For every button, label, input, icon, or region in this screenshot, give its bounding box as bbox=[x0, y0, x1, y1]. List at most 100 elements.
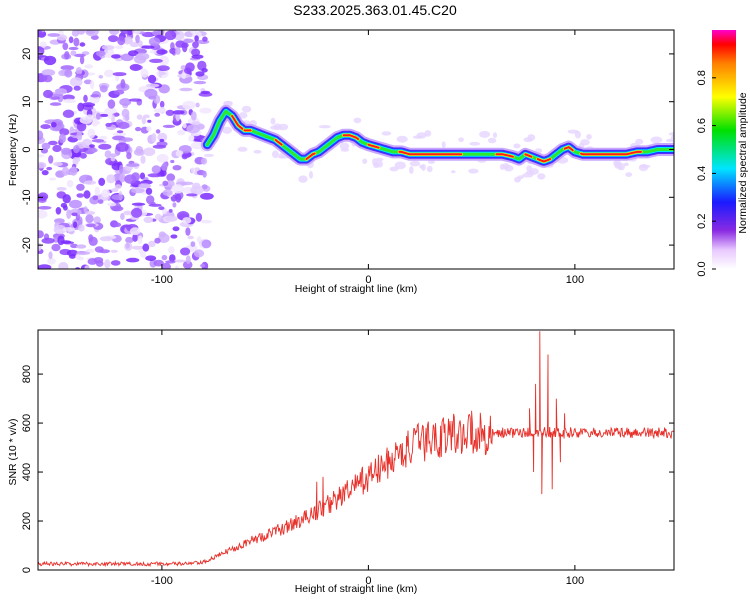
noise-blob bbox=[145, 187, 153, 195]
noise-blob bbox=[115, 142, 129, 152]
noise-blob bbox=[193, 80, 207, 85]
x-tick-label: 100 bbox=[566, 274, 584, 286]
noise-blob bbox=[182, 260, 193, 269]
noise-blob bbox=[157, 132, 168, 142]
noise-blob bbox=[162, 124, 175, 128]
noise-blob bbox=[181, 181, 194, 186]
noise-blob bbox=[166, 180, 175, 188]
noise-blob bbox=[135, 146, 144, 154]
noise-blob bbox=[175, 150, 184, 157]
noise-blob bbox=[175, 265, 179, 269]
noise-blob bbox=[172, 165, 182, 171]
noise-blob bbox=[41, 69, 56, 77]
noise-blob bbox=[172, 202, 177, 208]
noise-blob bbox=[47, 257, 56, 265]
noise-blob bbox=[53, 224, 67, 235]
noise-blob bbox=[135, 52, 150, 61]
noise-blob bbox=[200, 192, 214, 200]
noise-blob bbox=[61, 147, 72, 155]
noise-blob bbox=[179, 87, 193, 92]
noise-blob bbox=[79, 116, 93, 124]
halo-blob bbox=[567, 129, 579, 134]
halo-blob bbox=[396, 135, 408, 143]
noise-blob bbox=[129, 227, 141, 236]
halo-blob bbox=[469, 141, 481, 146]
noise-blob bbox=[41, 142, 51, 150]
halo-blob bbox=[668, 132, 674, 136]
colorbar-tick-label: 0.0 bbox=[696, 261, 708, 276]
noise-blob bbox=[117, 35, 126, 46]
noise-blob bbox=[49, 102, 62, 106]
noise-blob bbox=[120, 213, 125, 220]
halo-blob bbox=[394, 161, 406, 170]
colorbar-gradient bbox=[712, 30, 736, 269]
noise-blob bbox=[153, 108, 167, 113]
noise-blob bbox=[196, 236, 202, 243]
snr-x-ticks: -100 0 100 bbox=[151, 330, 584, 587]
spectrogram-y-label: Frequency (Hz) bbox=[7, 114, 19, 186]
x-tick-label: -100 bbox=[151, 274, 173, 286]
ridge-hot-red bbox=[563, 145, 574, 152]
colorbar-tick-label: 0.4 bbox=[696, 166, 708, 181]
noise-blob bbox=[129, 63, 142, 72]
noise-blob bbox=[156, 69, 169, 79]
noise-blob bbox=[148, 37, 161, 46]
noise-blob bbox=[149, 58, 163, 64]
noise-blob bbox=[106, 174, 116, 184]
x-tick-label: 0 bbox=[365, 575, 371, 587]
noise-blob bbox=[125, 236, 134, 244]
noise-blob bbox=[79, 42, 86, 47]
halo-blob bbox=[353, 117, 362, 124]
colorbar-label: Normalized spectral amplitude bbox=[737, 92, 749, 233]
noise-blob bbox=[171, 184, 185, 194]
y-tick-label: 20 bbox=[21, 48, 33, 60]
halo-blob bbox=[625, 172, 633, 178]
noise-blob bbox=[110, 155, 116, 162]
noise-blob bbox=[188, 135, 195, 142]
noise-blob bbox=[98, 143, 112, 150]
noise-blob bbox=[145, 255, 157, 261]
snr-frame bbox=[37, 329, 675, 571]
noise-blob bbox=[38, 242, 42, 251]
spectrogram-x-label: Height of straight line (km) bbox=[295, 283, 418, 295]
noise-blob bbox=[111, 54, 121, 59]
noise-blob bbox=[115, 45, 124, 49]
halo-blob bbox=[241, 105, 252, 113]
noise-blob bbox=[131, 207, 143, 218]
ridge-hot-red bbox=[274, 138, 283, 146]
noise-blob bbox=[86, 223, 96, 228]
halo-blob bbox=[416, 132, 427, 139]
noise-blob bbox=[181, 153, 188, 160]
y-tick-label: 0 bbox=[21, 146, 33, 152]
halo-blob bbox=[586, 134, 592, 140]
noise-blob bbox=[109, 153, 118, 158]
chart-title: S233.2025.363.01.45.C20 bbox=[293, 2, 457, 18]
halo-blob bbox=[427, 160, 435, 164]
noise-blob bbox=[62, 42, 69, 51]
noise-blob bbox=[136, 114, 143, 120]
noise-blob bbox=[148, 203, 162, 207]
noise-blob bbox=[62, 98, 76, 104]
noise-blob bbox=[53, 161, 63, 167]
noise-blob bbox=[190, 30, 198, 34]
colorbar-tick-label: 0.6 bbox=[696, 118, 708, 133]
noise-blob bbox=[96, 50, 106, 57]
noise-blob bbox=[73, 85, 81, 91]
noise-blob bbox=[184, 67, 192, 74]
noise-blob bbox=[201, 184, 208, 190]
halo-blob bbox=[479, 130, 491, 138]
noise-blob bbox=[91, 139, 105, 143]
noise-blob bbox=[201, 68, 208, 73]
noise-blob bbox=[40, 124, 51, 130]
ridge-hot-red bbox=[580, 150, 642, 156]
noise-blob bbox=[62, 194, 71, 204]
noise-blob bbox=[175, 47, 181, 55]
noise-blob bbox=[104, 150, 112, 159]
noise-blob bbox=[96, 112, 101, 120]
noise-blob bbox=[180, 247, 191, 256]
noise-blob bbox=[191, 54, 204, 59]
halo-blob bbox=[441, 141, 446, 149]
y-tick-label: 0 bbox=[21, 567, 33, 573]
noise-blob bbox=[76, 244, 87, 249]
ridge-hot-red bbox=[305, 152, 316, 161]
